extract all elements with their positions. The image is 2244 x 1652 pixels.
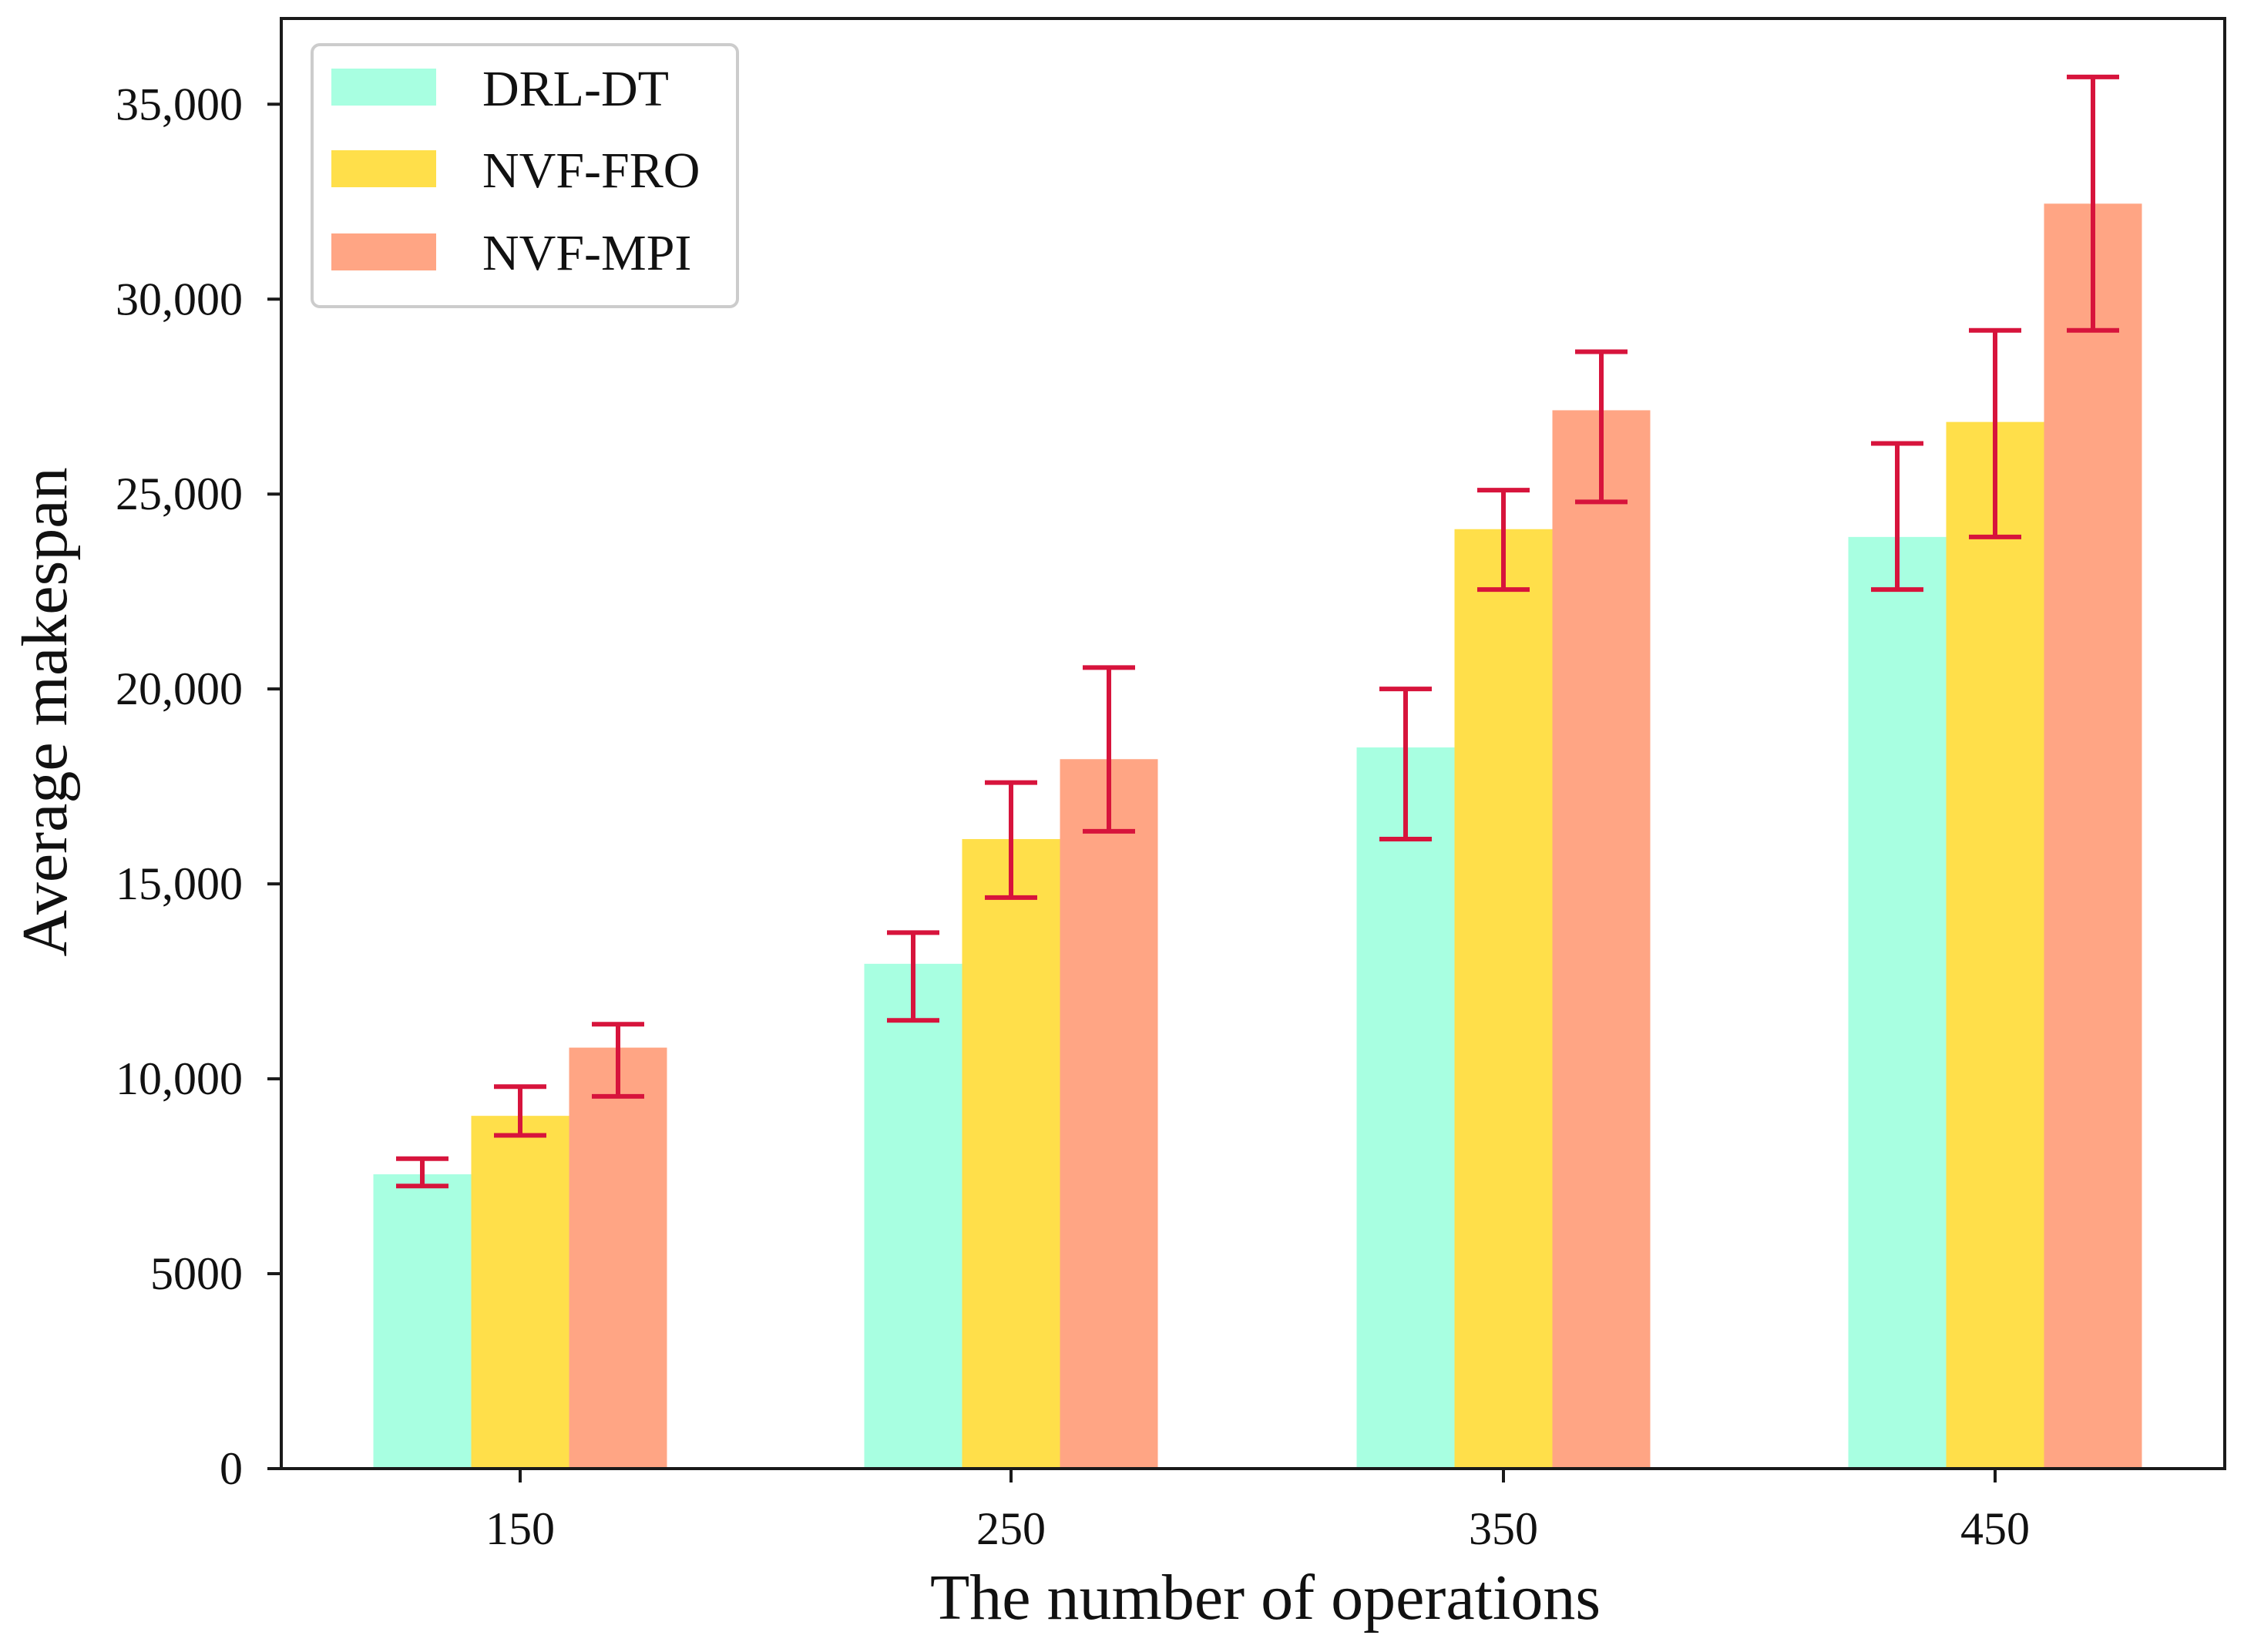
x-tick-label: 450	[1960, 1503, 2030, 1554]
y-tick-label: 30,000	[116, 274, 243, 324]
bar-drl-dt-350	[1356, 747, 1455, 1469]
bar-nvf-fro-450	[1946, 421, 2044, 1469]
bar-drl-dt-250	[864, 963, 962, 1469]
legend-label-nvf-mpi: NVF-MPI	[482, 225, 691, 281]
bar-nvf-mpi-250	[1060, 759, 1158, 1469]
legend-swatch-nvf-fro	[331, 150, 436, 187]
bar-drl-dt-150	[373, 1174, 472, 1469]
error-bar-nvf-fro-150	[494, 1084, 546, 1138]
legend-swatch-nvf-mpi	[331, 233, 436, 270]
x-axis: 150 250 350 450	[485, 1469, 2030, 1554]
bar-nvf-fro-150	[471, 1116, 569, 1469]
error-bar-nvf-mpi-450	[2067, 74, 2119, 333]
error-bar-nvf-mpi-150	[592, 1022, 644, 1099]
legend-label-nvf-fro: NVF-FRO	[482, 143, 700, 199]
error-bar-drl-dt-450	[1871, 441, 1923, 593]
error-bar-drl-dt-150	[396, 1156, 448, 1189]
y-tick-label: 0	[220, 1443, 243, 1494]
y-axis-label: Average makespan	[9, 467, 81, 956]
error-bar-nvf-fro-450	[1969, 327, 2021, 539]
legend: DRL-DT NVF-FRO NVF-MPI	[311, 43, 739, 308]
y-tick-label: 15,000	[116, 858, 243, 909]
bars-layer	[373, 203, 2142, 1469]
legend-swatch-drl-dt	[331, 69, 436, 106]
y-tick-label: 35,000	[116, 79, 243, 129]
bar-drl-dt-450	[1848, 536, 1947, 1469]
bar-nvf-mpi-450	[2044, 203, 2142, 1469]
y-axis: 0 5000 10,000 15,000 20,000 25,000 30,000 35,00…	[116, 79, 281, 1494]
x-tick-label: 150	[485, 1503, 555, 1554]
error-bar-drl-dt-250	[887, 930, 939, 1023]
y-tick-label: 10,000	[116, 1053, 243, 1104]
plot-frame	[280, 17, 2226, 1470]
bar-nvf-mpi-350	[1552, 410, 1651, 1469]
x-tick-label: 350	[1469, 1503, 1538, 1554]
x-tick-label: 250	[976, 1503, 1046, 1554]
error-bar-nvf-fro-250	[985, 780, 1037, 900]
x-axis-label: The number of operations	[930, 1562, 1601, 1634]
bar-nvf-mpi-150	[569, 1047, 667, 1469]
bar-nvf-fro-350	[1454, 529, 1553, 1469]
y-tick-label: 20,000	[116, 663, 243, 714]
error-bars-layer	[396, 74, 2119, 1189]
error-bar-nvf-mpi-350	[1575, 349, 1628, 505]
error-bar-drl-dt-350	[1379, 687, 1432, 841]
y-tick-label: 5000	[150, 1248, 243, 1299]
y-tick-label: 25,000	[116, 468, 243, 519]
legend-label-drl-dt: DRL-DT	[482, 61, 669, 117]
bar-nvf-fro-250	[962, 838, 1060, 1469]
error-bar-nvf-fro-350	[1477, 488, 1530, 593]
error-bar-nvf-mpi-250	[1083, 665, 1135, 834]
